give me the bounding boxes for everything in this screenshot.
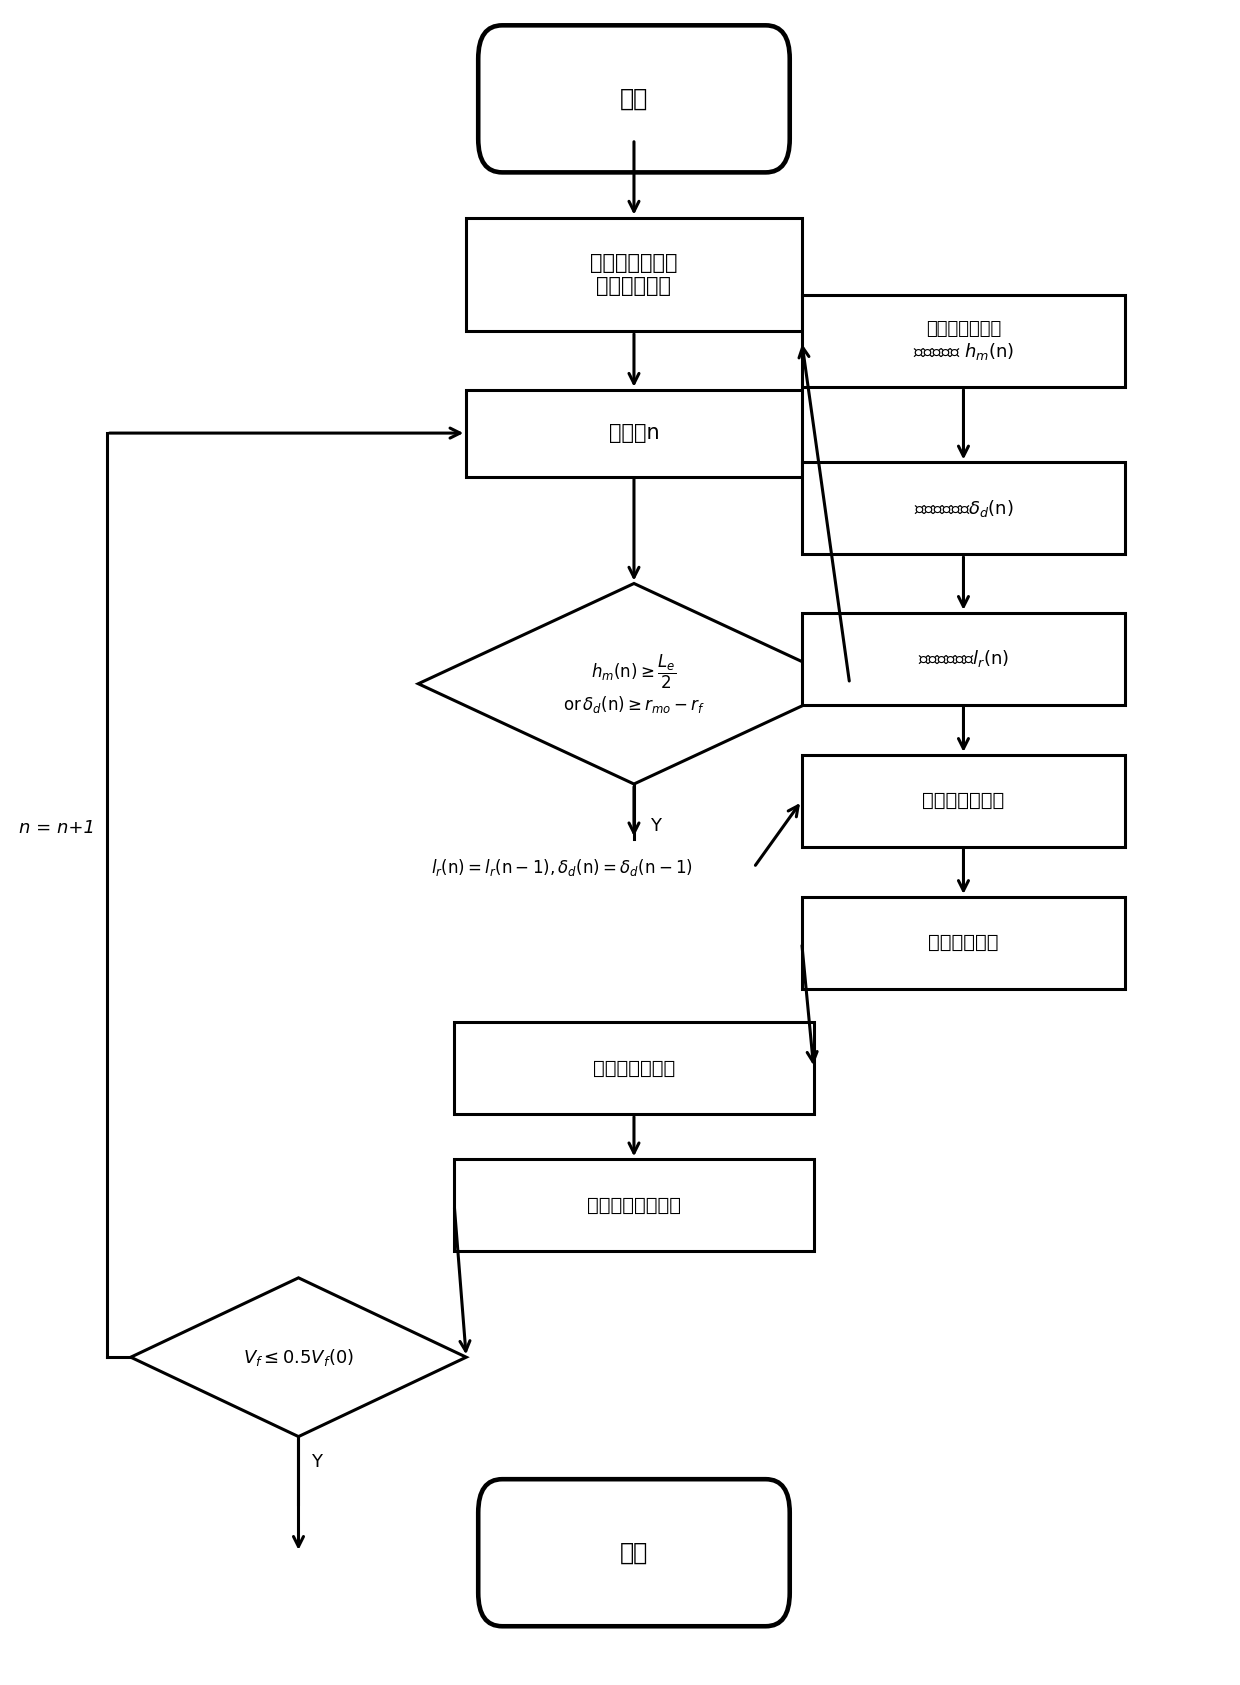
Text: 界面氧化长度$l_r$(n): 界面氧化长度$l_r$(n) xyxy=(918,649,1009,669)
FancyBboxPatch shape xyxy=(802,295,1125,388)
FancyBboxPatch shape xyxy=(479,25,790,172)
Text: 应力应变曲线: 应力应变曲线 xyxy=(929,933,998,952)
Text: 开始: 开始 xyxy=(620,88,649,111)
Text: 纤维体积分数折减: 纤维体积分数折减 xyxy=(587,1196,681,1215)
Text: 界面剪应力折减: 界面剪应力折减 xyxy=(593,1058,675,1078)
FancyBboxPatch shape xyxy=(802,755,1125,846)
FancyBboxPatch shape xyxy=(802,462,1125,554)
Text: 基体裂纹宽度及
基体裂纹密度: 基体裂纹宽度及 基体裂纹密度 xyxy=(590,253,678,297)
Text: Y: Y xyxy=(311,1452,322,1471)
Polygon shape xyxy=(130,1277,466,1437)
FancyBboxPatch shape xyxy=(466,217,802,332)
FancyBboxPatch shape xyxy=(802,896,1125,989)
Text: $l_r(\mathrm{n})=l_r(\mathrm{n-1}),\delta_d(\mathrm{n})=\delta_d(\mathrm{n-1})$: $l_r(\mathrm{n})=l_r(\mathrm{n-1}),\delt… xyxy=(432,858,693,878)
Text: $V_f\leq 0.5V_f(0)$: $V_f\leq 0.5V_f(0)$ xyxy=(243,1346,355,1368)
Polygon shape xyxy=(418,583,849,784)
FancyBboxPatch shape xyxy=(802,613,1125,704)
Text: 结束: 结束 xyxy=(620,1540,649,1565)
FancyBboxPatch shape xyxy=(454,1159,813,1250)
Text: 界面滑移区分布: 界面滑移区分布 xyxy=(923,792,1004,810)
FancyBboxPatch shape xyxy=(466,389,802,477)
Text: 基体氧化层离裂
纹壁面厚度 $h_m$(n): 基体氧化层离裂 纹壁面厚度 $h_m$(n) xyxy=(913,320,1014,362)
Text: 循环数n: 循环数n xyxy=(609,423,660,443)
Text: 纤维缺陷尺寸$\delta_d$(n): 纤维缺陷尺寸$\delta_d$(n) xyxy=(914,497,1013,519)
Text: $h_m(\mathrm{n})\geq\dfrac{L_e}{2}$
$\mathrm{or}\,\delta_d(\mathrm{n})\geq r_{mo: $h_m(\mathrm{n})\geq\dfrac{L_e}{2}$ $\ma… xyxy=(563,652,706,714)
Text: Y: Y xyxy=(650,817,661,836)
FancyBboxPatch shape xyxy=(454,1023,813,1114)
FancyBboxPatch shape xyxy=(479,1479,790,1626)
Text: n = n+1: n = n+1 xyxy=(19,819,94,837)
